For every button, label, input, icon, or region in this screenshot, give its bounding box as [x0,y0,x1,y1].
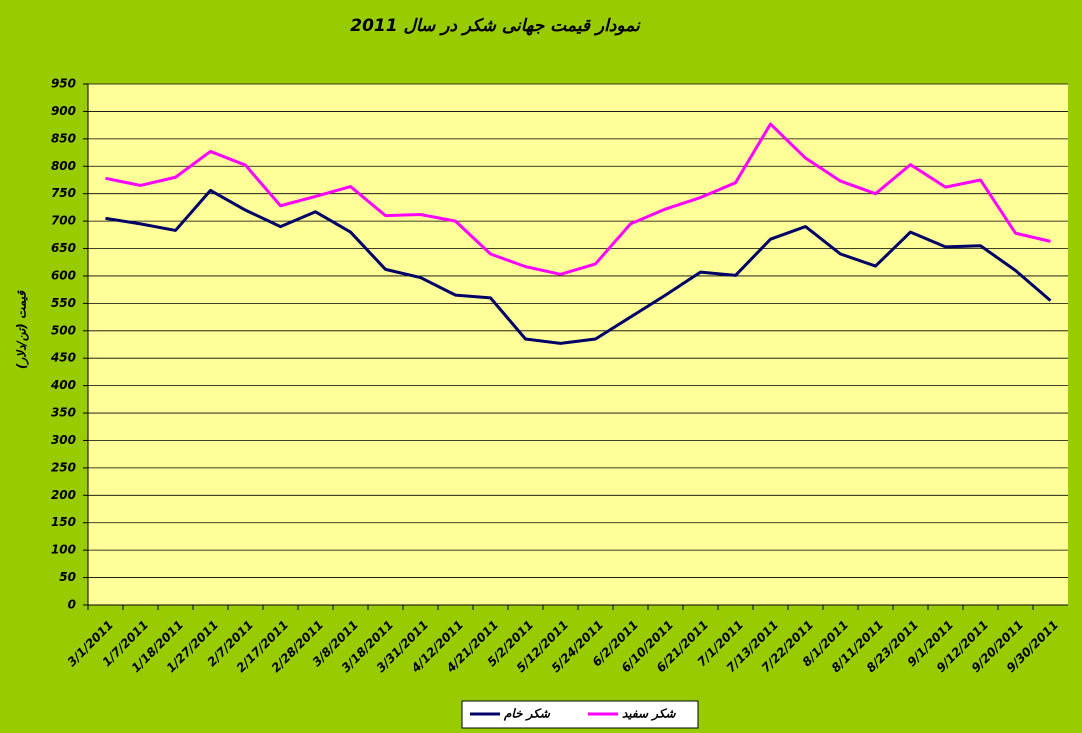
series-line [105,122,1051,276]
y-tick-label: 350 [51,406,76,420]
y-tick-label: 100 [51,543,76,557]
y-tick-label: 450 [50,351,76,365]
y-tick-label: 700 [51,214,76,228]
y-tick-label: 400 [50,378,76,392]
y-tick-label: 650 [51,241,76,255]
legend-label: شکر خام [503,707,551,722]
y-tick-label: 250 [51,460,76,474]
legend-box [461,700,699,729]
y-tick-label: 800 [51,159,76,173]
y-tick-label: 300 [51,433,76,447]
y-tick-label: 0 [68,598,76,612]
y-tick-label: 500 [51,323,76,337]
y-tick-label: 900 [51,104,76,118]
y-tick-label: 550 [51,296,76,310]
y-tick-label: 950 [51,77,76,91]
y-axis-label: قیمت (تن/دلار) [15,290,30,369]
y-tick-label: 750 [51,186,76,200]
series-line [105,188,1052,345]
y-tick-label: 50 [59,570,76,584]
y-tick-label: 200 [51,488,76,502]
y-tick-label: 600 [51,268,76,282]
chart-title: نمودار قیمت جهانی شکر در سال 2011 [350,16,641,36]
y-tick-label: 850 [51,131,76,145]
legend-label: شکر سفید [622,707,676,722]
y-tick-label: 150 [51,515,76,529]
